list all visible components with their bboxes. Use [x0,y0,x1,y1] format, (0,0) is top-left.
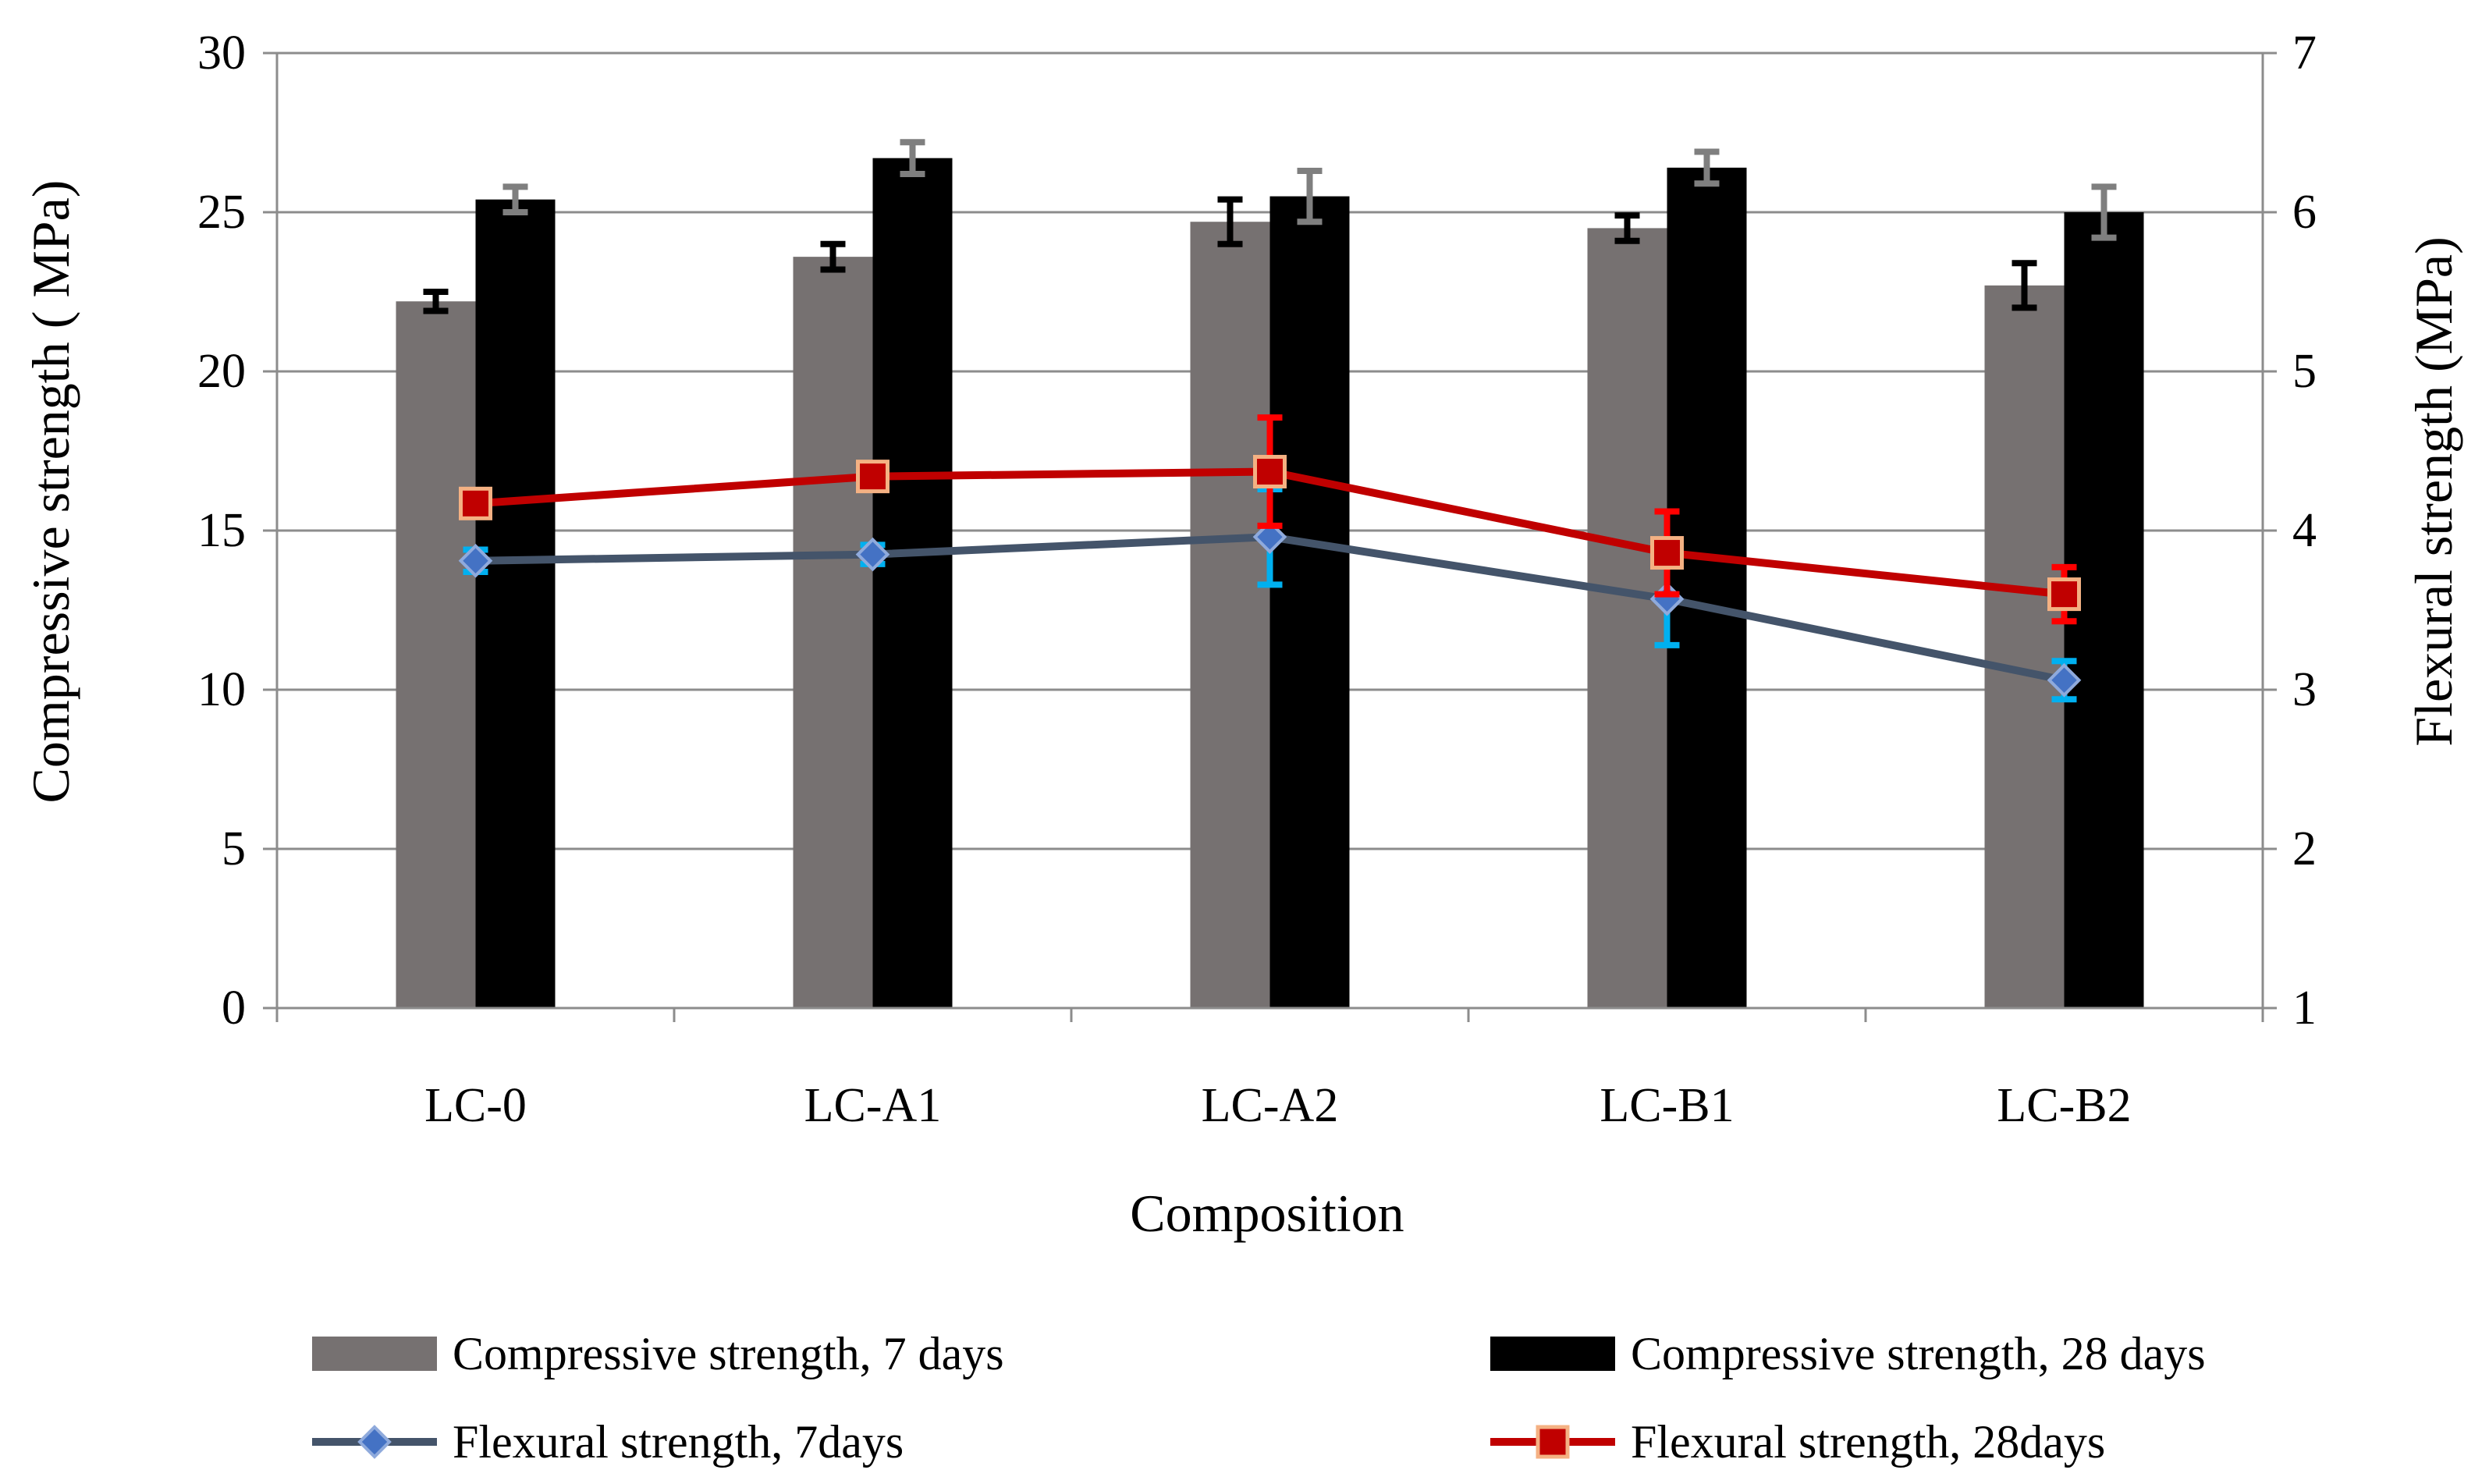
y2-tick-label: 5 [2292,345,2317,398]
line-point [459,486,492,520]
bar [1269,196,1350,1009]
legend-marker [357,1425,392,1459]
x-tick-label: LC-A1 [804,1079,942,1132]
x-axis-title: Composition [1130,1184,1404,1243]
bar [793,257,873,1008]
legend-label: Flexural strength, 7days [453,1416,904,1468]
legend-swatch [1490,1337,1615,1371]
flexural-lines [458,414,2082,703]
legend-swatch [312,1337,437,1371]
y-tick-label: 15 [197,504,246,557]
y2-tick-label: 2 [2292,822,2317,875]
legend: Compressive strength, 7 days Compressive … [312,1328,2206,1468]
y2-tick-label: 6 [2292,186,2317,239]
y-tick-label: 25 [197,186,246,239]
legend-label: Flexural strength, 28days [1631,1416,2105,1468]
bar [1984,285,2065,1009]
legend-label: Compressive strength, 7 days [453,1328,1004,1379]
y2-axis-title: Flexural strength (MPa) [2404,236,2463,746]
line-point [1253,455,1287,489]
line-point [2047,577,2081,612]
x-tick-label: LC-0 [424,1079,527,1132]
y-tick-label: 5 [222,822,246,875]
y2-tick-label: 1 [2292,982,2317,1035]
y2-tick-label: 4 [2292,504,2317,557]
y-axis-title: Compressive strength ( MPa) [21,180,80,804]
line-point [856,460,889,494]
y-tick-label: 30 [197,27,246,80]
y-tick-label: 20 [197,345,246,398]
x-tick-label: LC-A2 [1202,1079,1339,1132]
line-point [458,543,493,578]
legend-marker [1536,1425,1570,1459]
legend-label: Compressive strength, 28 days [1631,1328,2206,1379]
bar [872,158,953,1008]
y-tick-label: 10 [197,663,246,716]
bar [396,301,476,1008]
y-tick-label: 0 [222,982,246,1035]
line-point [1650,536,1684,570]
y2-tick-label: 3 [2292,663,2317,716]
line-point [855,537,890,572]
x-tick-label: LC-B2 [1997,1079,2131,1132]
y2-tick-label: 7 [2292,27,2317,80]
bars [396,139,2144,1009]
x-tick-label: LC-B1 [1600,1079,1734,1132]
bar [475,199,556,1009]
line-point [2047,662,2082,698]
bar [1190,222,1270,1008]
bar [1587,228,1667,1008]
axis-labels: 0 5 10 15 20 25 30 1 2 3 4 5 6 7 LC-0 LC-A1 LC-A2 LC-B1 LC… [21,27,2463,1243]
axes [263,51,2277,1022]
line-point [1252,520,1287,554]
bar [1667,167,1747,1008]
